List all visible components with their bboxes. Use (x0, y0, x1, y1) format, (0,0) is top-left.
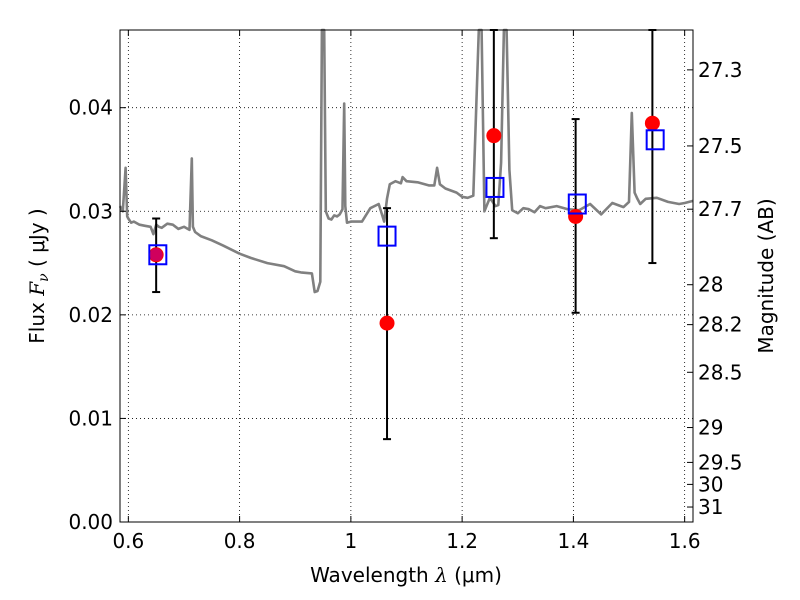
magnitude-tick-label: 28.5 (698, 360, 743, 384)
magnitude-tick-label: 27.3 (698, 58, 743, 82)
y-ticks: 0.00 0.01 0.02 0.03 0.04 (68, 96, 126, 534)
magnitude-tick-label: 29.5 (698, 450, 743, 474)
observed-point (568, 208, 584, 224)
observed-point (644, 115, 660, 131)
y-tick-label: 0.04 (68, 96, 113, 120)
x-tick-label: 0.8 (224, 529, 256, 553)
y-axis-label: Flux Fν ( μJy ) (25, 208, 52, 343)
y-tick-label: 0.02 (68, 303, 113, 327)
model-spectrum-line (118, 28, 694, 294)
x-axis-label: Wavelength λ (μm) (310, 563, 502, 587)
x-ticks: 0.6 0.8 1 1.2 1.4 1.6 (112, 30, 701, 553)
model-photometry-point (377, 225, 397, 247)
y-tick-label: 0.01 (68, 406, 113, 430)
model-photometry-point (645, 129, 665, 151)
model-photometry-point (567, 193, 587, 215)
magnitude-tick-label: 28 (698, 273, 723, 297)
observed-point-overlap (149, 248, 163, 262)
points-layer (148, 29, 665, 441)
observed-point (379, 315, 395, 331)
y2-axis-label: Magnitude (AB) (754, 198, 778, 353)
y-tick-label: 0.00 (68, 510, 113, 534)
magnitude-tick-label: 30 (698, 472, 723, 496)
magnitude-tick-label: 29 (698, 416, 723, 440)
x-tick-label: 0.6 (112, 529, 144, 553)
spectrum-layer (118, 28, 694, 294)
grid (120, 30, 693, 523)
x-tick-label: 1.6 (669, 529, 701, 553)
model-photometry-point (148, 244, 168, 266)
magnitude-tick-label: 28.2 (698, 313, 743, 337)
magnitude-tick-label: 27.7 (698, 197, 743, 221)
magnitude-tick-label: 31 (698, 495, 723, 519)
x-tick-label: 1.2 (446, 529, 478, 553)
x-tick-label: 1 (345, 529, 358, 553)
magnitude-tick-label: 27.5 (698, 134, 743, 158)
observed-point (486, 128, 502, 144)
plot-frame (119, 29, 694, 523)
y-tick-label: 0.03 (68, 199, 113, 223)
model-photometry-point (485, 176, 505, 198)
x-tick-label: 1.4 (557, 529, 589, 553)
